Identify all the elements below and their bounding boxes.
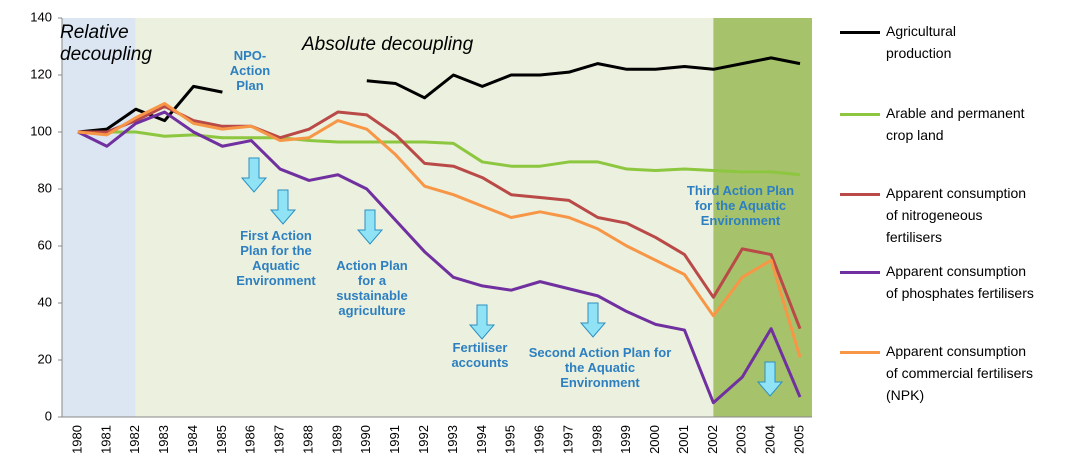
legend-swatch <box>840 31 880 34</box>
legend-item: Agricultural production <box>840 23 986 64</box>
x-tick-label: 1989 <box>329 425 344 454</box>
arrow <box>269 189 297 225</box>
annotation: Fertiliser accounts <box>451 340 509 370</box>
legend-swatch <box>840 193 880 196</box>
x-tick-label: 2000 <box>647 425 662 454</box>
x-tick-label: 2005 <box>791 425 806 454</box>
annotation: Second Action Plan for the Aquatic Envir… <box>528 345 672 390</box>
x-tick-label: 1997 <box>560 425 575 454</box>
x-tick-label: 1982 <box>127 425 142 454</box>
legend-item: Arable and permanent crop land <box>840 105 1038 146</box>
region-relative <box>62 18 136 417</box>
legend-label: Apparent consumption of commercial ferti… <box>886 343 1034 403</box>
arrow <box>468 304 496 340</box>
y-tick-label: 0 <box>45 408 52 423</box>
y-tick-label: 40 <box>38 294 52 309</box>
x-tick-label: 1987 <box>272 425 287 454</box>
x-tick-label: 2004 <box>763 425 778 454</box>
x-tick-label: 2003 <box>734 425 749 454</box>
x-tick-label: 1980 <box>69 425 84 454</box>
x-tick-label: 1981 <box>98 425 113 454</box>
y-tick-label: 20 <box>38 351 52 366</box>
x-tick-label: 1984 <box>185 425 200 454</box>
legend-label: Agricultural production <box>886 23 957 61</box>
legend-swatch <box>840 113 880 116</box>
region-third <box>713 18 812 417</box>
y-tick-label: 140 <box>30 9 52 24</box>
region-absolute <box>135 18 714 417</box>
x-tick-label: 1995 <box>503 425 518 454</box>
series-line <box>77 102 802 358</box>
legend-label: Arable and permanent crop land <box>886 105 1025 143</box>
arrow <box>756 361 784 397</box>
x-tick-label: 1983 <box>156 425 171 454</box>
annotation: NPO-Action Plan <box>229 48 271 93</box>
x-tick-label: 1994 <box>474 425 489 454</box>
x-tick-label: 1990 <box>358 425 373 454</box>
x-tick-label: 2002 <box>705 425 720 454</box>
legend-item: Apparent consumption of nitrogeneous fer… <box>840 185 1038 248</box>
x-tick-label: 2001 <box>676 425 691 454</box>
y-tick-label: 120 <box>30 66 52 81</box>
legend-item: Apparent consumption of commercial ferti… <box>840 343 1038 406</box>
annotation: First Action Plan for the Aquatic Enviro… <box>236 228 316 288</box>
x-tick-label: 1985 <box>214 425 229 454</box>
series-line <box>78 104 802 330</box>
x-tick-label: 1998 <box>589 425 604 454</box>
arrow <box>579 302 607 338</box>
y-tick-label: 100 <box>30 123 52 138</box>
x-tick-label: 1999 <box>618 425 633 454</box>
y-tick-label: 80 <box>38 180 52 195</box>
legend-label: Apparent consumption of nitrogeneous fer… <box>886 185 1027 245</box>
annotation: Third Action Plan for the Aquatic Enviro… <box>686 183 795 228</box>
x-tick-label: 1996 <box>532 425 547 454</box>
x-tick-label: 1991 <box>387 425 402 454</box>
legend-swatch <box>840 271 880 274</box>
x-tick-label: 1992 <box>416 425 431 454</box>
x-tick-label: 1988 <box>300 425 315 454</box>
arrow <box>356 209 384 245</box>
annotation: Relative decoupling <box>60 22 152 65</box>
legend-swatch <box>840 351 880 354</box>
x-tick-label: 1993 <box>445 425 460 454</box>
x-tick-label: 1986 <box>243 425 258 454</box>
y-tick-label: 60 <box>38 237 52 252</box>
legend-label: Apparent consumption of phosphates ferti… <box>886 263 1034 301</box>
series-line <box>77 110 802 405</box>
annotation: Action Plan for a sustainable agricultur… <box>336 258 408 318</box>
legend-item: Apparent consumption of phosphates ferti… <box>840 263 1038 304</box>
annotation: Absolute decoupling <box>302 34 474 55</box>
arrow <box>240 157 268 193</box>
